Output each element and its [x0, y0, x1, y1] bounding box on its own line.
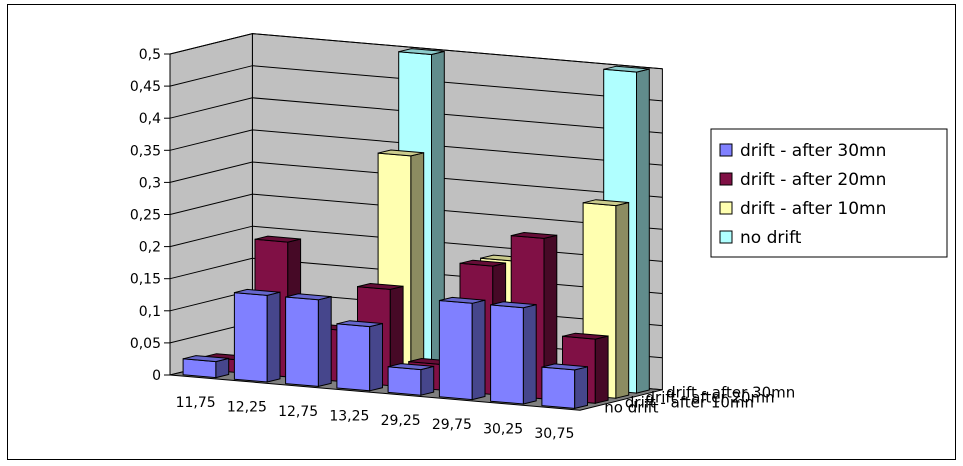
gridline [169, 97, 663, 134]
bar-drift-after-30mn-6 [490, 301, 537, 405]
bar-top-face [234, 288, 281, 296]
gridline [169, 65, 663, 102]
depth-tick-label: drift - after 20mn [646, 388, 775, 406]
bar-side-face [369, 322, 383, 392]
bar-top-face [398, 48, 445, 56]
depth-tick-label: drift - after 10mn [625, 394, 754, 412]
y-tick-label: 0,3 [139, 175, 161, 191]
x-tick-label: 12,25 [227, 400, 267, 416]
bar-top-face [603, 65, 650, 73]
y-tick-label: 0,35 [130, 143, 161, 159]
bar-side-face [410, 152, 425, 382]
gridline [169, 161, 663, 198]
bar-top-face [182, 355, 229, 363]
bar-side-face [471, 299, 486, 401]
y-tick-label: 0,15 [130, 272, 161, 288]
bar-top-face [459, 259, 506, 267]
gridline [169, 33, 663, 70]
bar-top-face [490, 301, 537, 309]
bar-top-face [254, 235, 301, 243]
x-tick-label: 30,75 [534, 426, 574, 442]
bar-top-face [511, 231, 557, 239]
y-tick-label: 0,05 [130, 336, 161, 352]
bar-front-face [541, 366, 576, 409]
x-tick-label: 30,25 [483, 422, 523, 438]
chart-3d-bar: 0 0,05 0,1 0,15 0,2 0,25 0,3 0,35 0,4 0,45 0,5 11,… [130, 32, 948, 442]
legend-label: no drift [740, 228, 802, 248]
bars [182, 48, 650, 410]
legend-box [710, 128, 948, 258]
bar-top-face [357, 282, 404, 290]
legend-label: drift - after 30mn [740, 141, 886, 161]
legend-label: drift - after 20mn [740, 170, 886, 190]
x-tick-label: 29,75 [432, 417, 472, 433]
y-tick-label: 0,45 [130, 79, 161, 95]
bar-drift-after-30mn-2 [285, 293, 332, 388]
gridline [169, 129, 663, 166]
depth-tick-label: drift - after 30mn [666, 383, 795, 401]
bar-top-face [582, 199, 629, 207]
bar-side-face [522, 303, 537, 405]
bar-side-face [574, 366, 588, 410]
bar-drift-after-30mn-7 [541, 363, 588, 410]
y-axis: 0 0,05 0,1 0,15 0,2 0,25 0,3 0,35 0,4 0,45 0,5 [130, 47, 170, 384]
x-axis-labels: 11,75 12,25 12,75 13,25 29,25 29,75 30,25 30,75 [176, 395, 575, 442]
depth-tick-label: no drift [604, 399, 658, 417]
bar-top-face [377, 149, 424, 157]
y-tick-label: 0 [152, 368, 161, 384]
x-tick-label: 12,75 [278, 404, 318, 420]
x-tick-label: 13,25 [329, 408, 369, 424]
y-tick-label: 0,4 [139, 111, 161, 127]
y-tick-label: 0,2 [139, 240, 161, 256]
legend-swatch [719, 230, 733, 244]
y-tick-label: 0,1 [139, 304, 161, 320]
legend-label: drift - after 10mn [740, 199, 886, 219]
legend-swatch [719, 143, 733, 157]
bar-side-face [594, 335, 609, 404]
y-tick-label: 0,25 [130, 208, 161, 224]
bar-side-face [317, 295, 332, 388]
gridline [169, 193, 663, 230]
legend: drift - after 30mn drift - after 20mn drif… [710, 128, 948, 258]
legend-swatch [719, 172, 733, 186]
y-tick-label: 0,5 [139, 47, 161, 63]
chart-frame: 0 0,05 0,1 0,15 0,2 0,25 0,3 0,35 0,4 0,45 0,5 11,… [7, 4, 956, 460]
bar-top-face [562, 332, 609, 340]
bar-front-face [438, 299, 473, 401]
bar-drift-after-30mn-4 [387, 363, 435, 396]
bar-front-face [233, 292, 268, 383]
bar-side-face [615, 201, 630, 399]
bar-front-face [387, 366, 422, 396]
x-tick-label: 29,25 [381, 413, 421, 429]
bar-drift-after-30mn-5 [438, 296, 486, 401]
bar-top-face [336, 320, 383, 328]
bar-top-face [439, 296, 486, 304]
bar-side-face [266, 291, 281, 383]
x-tick-label: 11,75 [176, 395, 216, 411]
bar-drift-after-30mn-3 [336, 320, 383, 392]
bar-drift-after-30mn-1 [233, 288, 281, 383]
bar-top-face [285, 293, 332, 301]
bar-side-face [420, 365, 435, 396]
bar-top-face [541, 363, 588, 371]
bar-top-face [387, 363, 434, 371]
bar-front-face [285, 296, 319, 387]
bar-side-face [636, 68, 650, 394]
bar-drift-after-30mn-0 [182, 355, 230, 379]
bar-front-face [490, 304, 524, 405]
bar-front-face [336, 323, 371, 392]
legend-swatch [719, 201, 733, 215]
